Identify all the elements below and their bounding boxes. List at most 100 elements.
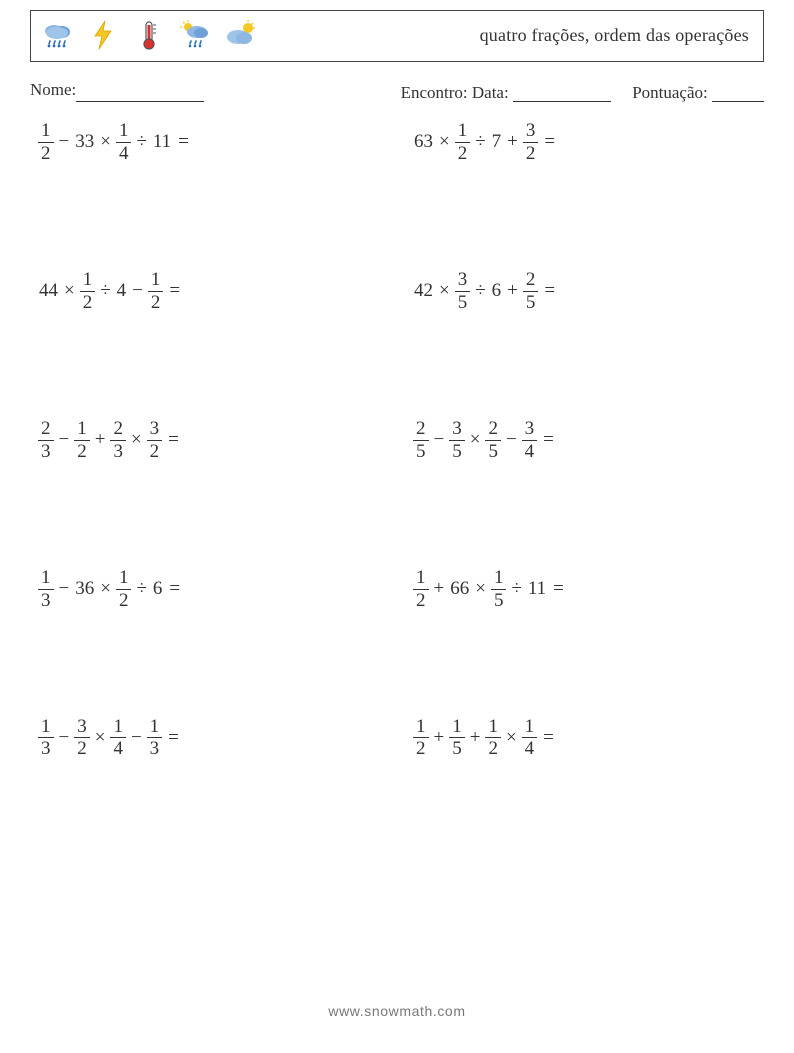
numerator: 1 xyxy=(38,717,54,737)
score-blank[interactable] xyxy=(712,84,764,102)
denominator: 4 xyxy=(522,442,538,462)
problem-cell: 13−32×14−13= xyxy=(30,717,389,760)
score-label: Pontuação: xyxy=(632,83,708,102)
numerator: 1 xyxy=(449,717,465,737)
denominator: 2 xyxy=(413,591,429,611)
integer: 7 xyxy=(492,131,502,153)
numerator: 1 xyxy=(455,121,471,141)
operator: = xyxy=(169,578,180,600)
fraction: 13 xyxy=(147,717,163,760)
header-bar: quatro frações, ordem das operações xyxy=(30,10,764,62)
numerator: 2 xyxy=(110,419,126,439)
fraction: 32 xyxy=(74,717,90,760)
denominator: 4 xyxy=(522,739,538,759)
worksheet-title: quatro frações, ordem das operações xyxy=(480,25,753,46)
operator: = xyxy=(544,280,555,302)
date-label: Encontro: Data: xyxy=(401,83,509,102)
problem-cell: 12−33×14÷11= xyxy=(30,121,389,164)
denominator: 5 xyxy=(449,739,465,759)
denominator: 2 xyxy=(147,442,163,462)
integer: 44 xyxy=(39,280,58,302)
denominator: 5 xyxy=(413,442,429,462)
fraction: 32 xyxy=(523,121,539,164)
problem-row: 13−36×12÷6=12+66×15÷11= xyxy=(30,568,764,611)
denominator: 2 xyxy=(74,739,90,759)
operator: ÷ xyxy=(475,280,485,302)
problem-row: 23−12+23×32=25−35×25−34= xyxy=(30,419,764,462)
operator: + xyxy=(470,727,481,749)
denominator: 3 xyxy=(38,442,54,462)
numerator: 3 xyxy=(523,121,539,141)
operator: + xyxy=(507,280,518,302)
fraction: 15 xyxy=(491,568,507,611)
fraction: 12 xyxy=(413,717,429,760)
numerator: 1 xyxy=(522,717,538,737)
name-label: Nome: xyxy=(30,80,76,103)
fraction: 35 xyxy=(455,270,471,313)
operator: ÷ xyxy=(136,131,146,153)
fraction: 23 xyxy=(110,419,126,462)
operator: × xyxy=(100,578,111,600)
fraction: 12 xyxy=(80,270,96,313)
fraction: 14 xyxy=(110,717,126,760)
problem-cell: 63×12÷7+32= xyxy=(389,121,764,164)
denominator: 2 xyxy=(455,144,471,164)
fraction: 25 xyxy=(485,419,501,462)
operator: = xyxy=(553,578,564,600)
numerator: 2 xyxy=(523,270,539,290)
operator: − xyxy=(132,280,143,302)
fraction: 12 xyxy=(485,717,501,760)
denominator: 3 xyxy=(38,739,54,759)
operator: = xyxy=(543,727,554,749)
operator: × xyxy=(439,131,450,153)
denominator: 5 xyxy=(485,442,501,462)
operator: − xyxy=(131,727,142,749)
fraction: 34 xyxy=(522,419,538,462)
integer: 33 xyxy=(75,131,94,153)
fraction: 12 xyxy=(38,121,54,164)
numerator: 1 xyxy=(148,270,164,290)
numerator: 1 xyxy=(80,270,96,290)
operator: = xyxy=(168,727,179,749)
integer: 6 xyxy=(153,578,163,600)
rain-cloud-icon xyxy=(41,18,73,52)
fraction: 12 xyxy=(455,121,471,164)
sun-cloud-icon xyxy=(225,18,257,52)
fraction: 35 xyxy=(449,419,465,462)
name-blank[interactable] xyxy=(76,84,204,102)
numerator: 3 xyxy=(455,270,471,290)
fraction: 23 xyxy=(38,419,54,462)
integer: 36 xyxy=(75,578,94,600)
numerator: 1 xyxy=(110,717,126,737)
numerator: 2 xyxy=(485,419,501,439)
problem-row: 13−32×14−13=12+15+12×14= xyxy=(30,717,764,760)
denominator: 5 xyxy=(523,293,539,313)
denominator: 2 xyxy=(80,293,96,313)
operator: = xyxy=(544,131,555,153)
numerator: 3 xyxy=(449,419,465,439)
numerator: 1 xyxy=(74,419,90,439)
numerator: 3 xyxy=(147,419,163,439)
problem-cell: 13−36×12÷6= xyxy=(30,568,389,611)
footer-link: www.snowmath.com xyxy=(0,1003,794,1019)
numerator: 1 xyxy=(38,568,54,588)
operator: × xyxy=(100,131,111,153)
numerator: 1 xyxy=(116,568,132,588)
date-blank[interactable] xyxy=(513,84,611,102)
fraction: 32 xyxy=(147,419,163,462)
denominator: 4 xyxy=(116,144,132,164)
numerator: 3 xyxy=(74,717,90,737)
sun-rain-cloud-icon xyxy=(179,18,211,52)
denominator: 2 xyxy=(485,739,501,759)
numerator: 1 xyxy=(413,568,429,588)
denominator: 2 xyxy=(413,739,429,759)
denominator: 2 xyxy=(148,293,164,313)
numerator: 1 xyxy=(413,717,429,737)
integer: 63 xyxy=(414,131,433,153)
problem-cell: 23−12+23×32= xyxy=(30,419,389,462)
numerator: 1 xyxy=(491,568,507,588)
denominator: 2 xyxy=(74,442,90,462)
operator: = xyxy=(168,429,179,451)
operator: × xyxy=(475,578,486,600)
operator: − xyxy=(59,131,70,153)
